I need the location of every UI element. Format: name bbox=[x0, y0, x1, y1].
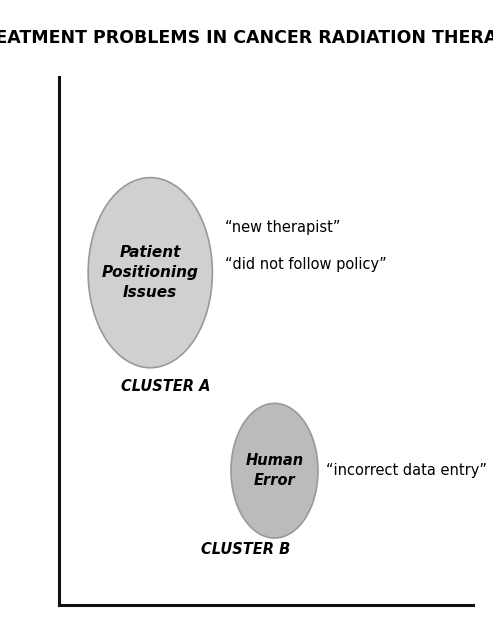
Text: TREATMENT PROBLEMS IN CANCER RADIATION THERAPY: TREATMENT PROBLEMS IN CANCER RADIATION T… bbox=[0, 29, 493, 47]
Text: “new therapist”: “new therapist” bbox=[225, 220, 340, 235]
Text: “incorrect data entry”: “incorrect data entry” bbox=[326, 463, 487, 478]
Text: CLUSTER A: CLUSTER A bbox=[121, 379, 211, 393]
Text: Patient
Positioning
Issues: Patient Positioning Issues bbox=[102, 245, 199, 300]
Text: “did not follow policy”: “did not follow policy” bbox=[225, 257, 387, 272]
Ellipse shape bbox=[231, 403, 318, 538]
Ellipse shape bbox=[88, 178, 212, 368]
Text: CLUSTER B: CLUSTER B bbox=[201, 542, 290, 558]
Text: Human
Error: Human Error bbox=[246, 453, 304, 488]
